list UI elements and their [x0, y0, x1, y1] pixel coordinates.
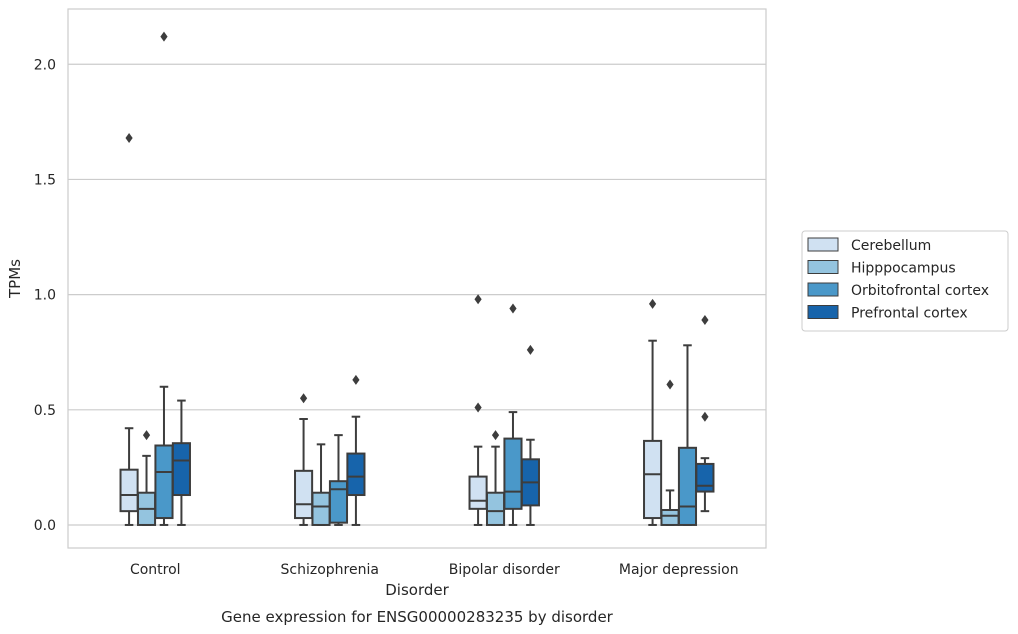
- box-iqr: [485, 491, 506, 526]
- legend-label: Hipppocampus: [851, 261, 956, 277]
- y-tick-label: 0.5: [34, 403, 56, 419]
- outlier-point: [509, 303, 517, 314]
- outlier-point: [160, 31, 168, 42]
- box-cerebellum: [294, 393, 314, 526]
- chart-caption: Gene expression for ENSG00000283235 by d…: [221, 608, 614, 626]
- y-tick-label: 1.5: [34, 172, 56, 188]
- box-hipppocampus: [660, 379, 680, 526]
- y-tick-label: 1.0: [34, 288, 56, 304]
- box-iqr: [468, 475, 488, 510]
- legend-swatch: [807, 282, 839, 297]
- outlier-point: [648, 298, 657, 309]
- outlier-point: [701, 314, 709, 325]
- legend-item: Cerebellum: [807, 237, 931, 254]
- box-prefrontal-cortex: [520, 344, 540, 526]
- box-iqr: [503, 437, 523, 510]
- outlier-point: [125, 132, 133, 143]
- x-tick-label: Control: [130, 562, 181, 578]
- outlier-point: [352, 374, 360, 385]
- y-tick-label: 0.0: [34, 518, 56, 534]
- x-axis-label: Disorder: [385, 581, 449, 599]
- box-orbitofrontal-cortex: [328, 434, 349, 526]
- box-iqr: [294, 469, 314, 520]
- x-tick-label: Bipolar disorder: [449, 562, 560, 578]
- box-orbitofrontal-cortex: [503, 303, 523, 526]
- outlier-point: [666, 379, 674, 390]
- outlier-point: [474, 402, 482, 413]
- x-tick-labels: Control Schizophrenia Bipolar disorder Majo…: [130, 562, 739, 578]
- outlier-point: [526, 344, 535, 355]
- box-hipppocampus: [485, 430, 506, 526]
- legend-frame: [801, 230, 1009, 332]
- outlier-point: [142, 430, 151, 441]
- box-iqr: [660, 508, 680, 526]
- box-iqr: [695, 462, 715, 493]
- legend-swatch: [807, 237, 839, 252]
- x-tick-label: Major depression: [619, 562, 739, 578]
- box-iqr: [677, 446, 698, 526]
- box-iqr: [171, 442, 191, 497]
- box-cerebellum: [643, 298, 663, 526]
- box-hipppocampus: [311, 443, 331, 526]
- box-orbitofrontal-cortex: [677, 344, 698, 526]
- box-iqr: [328, 480, 349, 524]
- box-prefrontal-cortex: [346, 374, 366, 526]
- outlier-point: [491, 430, 500, 441]
- legend-swatch: [807, 260, 839, 274]
- outlier-point: [299, 393, 308, 404]
- box-prefrontal-cortex: [171, 399, 191, 526]
- legend-label: Cerebellum: [851, 238, 931, 254]
- plot-frame: [67, 8, 767, 549]
- box-iqr: [119, 468, 139, 513]
- y-tick-labels: 0.0 0.5 1.0 1.5 2.0: [34, 57, 56, 534]
- legend-label: Prefrontal cortex: [851, 306, 968, 322]
- box-iqr: [643, 439, 663, 520]
- box-cerebellum: [119, 132, 139, 526]
- y-axis-label: TPMs: [6, 259, 24, 299]
- legend-label: Orbitofrontal cortex: [851, 283, 989, 299]
- legend-item: Hipppocampus: [807, 260, 956, 277]
- boxes-layer: [119, 31, 715, 526]
- box-orbitofrontal-cortex: [154, 31, 174, 526]
- x-tick-label: Schizophrenia: [281, 562, 379, 578]
- box-hipppocampus: [136, 430, 157, 526]
- outlier-point: [474, 294, 482, 305]
- box-iqr: [311, 491, 331, 526]
- legend-item: Prefrontal cortex: [807, 305, 968, 322]
- box-cerebellum: [468, 294, 488, 526]
- outlier-point: [701, 411, 709, 422]
- legend: Cerebellum Hipppocampus Orbitofrontal cort…: [801, 230, 1009, 332]
- legend-item: Orbitofrontal cortex: [807, 282, 989, 299]
- y-tick-label: 2.0: [34, 57, 56, 73]
- box-iqr: [154, 444, 174, 520]
- box-prefrontal-cortex: [695, 314, 715, 513]
- box-iqr: [346, 452, 366, 497]
- legend-swatch: [807, 305, 839, 319]
